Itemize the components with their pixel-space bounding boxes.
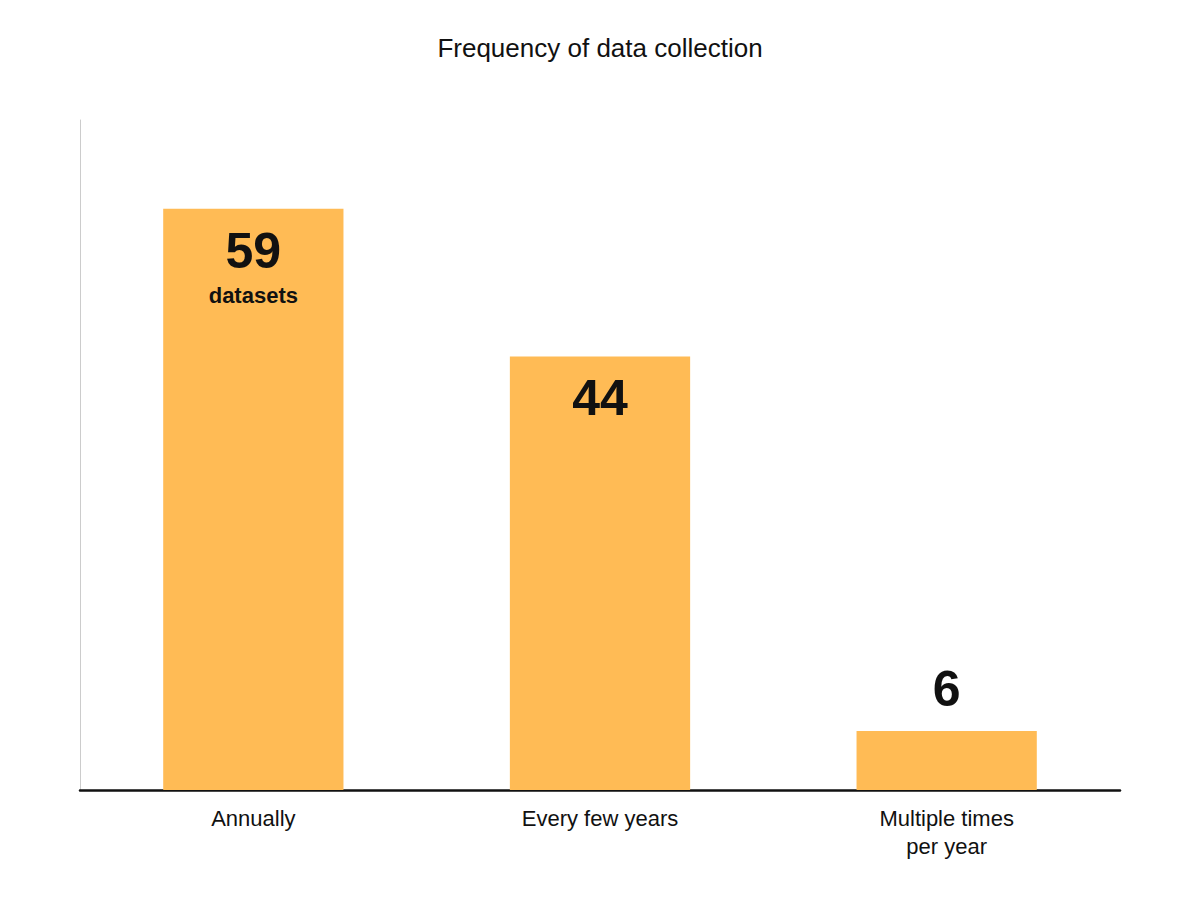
svg-text:datasets: datasets — [209, 283, 298, 308]
svg-text:59: 59 — [226, 223, 282, 279]
svg-text:Multiple times: Multiple times — [879, 806, 1013, 831]
svg-text:Annually: Annually — [211, 806, 295, 831]
svg-text:per year: per year — [906, 834, 987, 859]
svg-text:6: 6 — [933, 661, 961, 717]
svg-text:44: 44 — [572, 370, 628, 426]
svg-text:Every few years: Every few years — [522, 806, 679, 831]
svg-text:Frequency of data collection: Frequency of data collection — [437, 33, 762, 63]
